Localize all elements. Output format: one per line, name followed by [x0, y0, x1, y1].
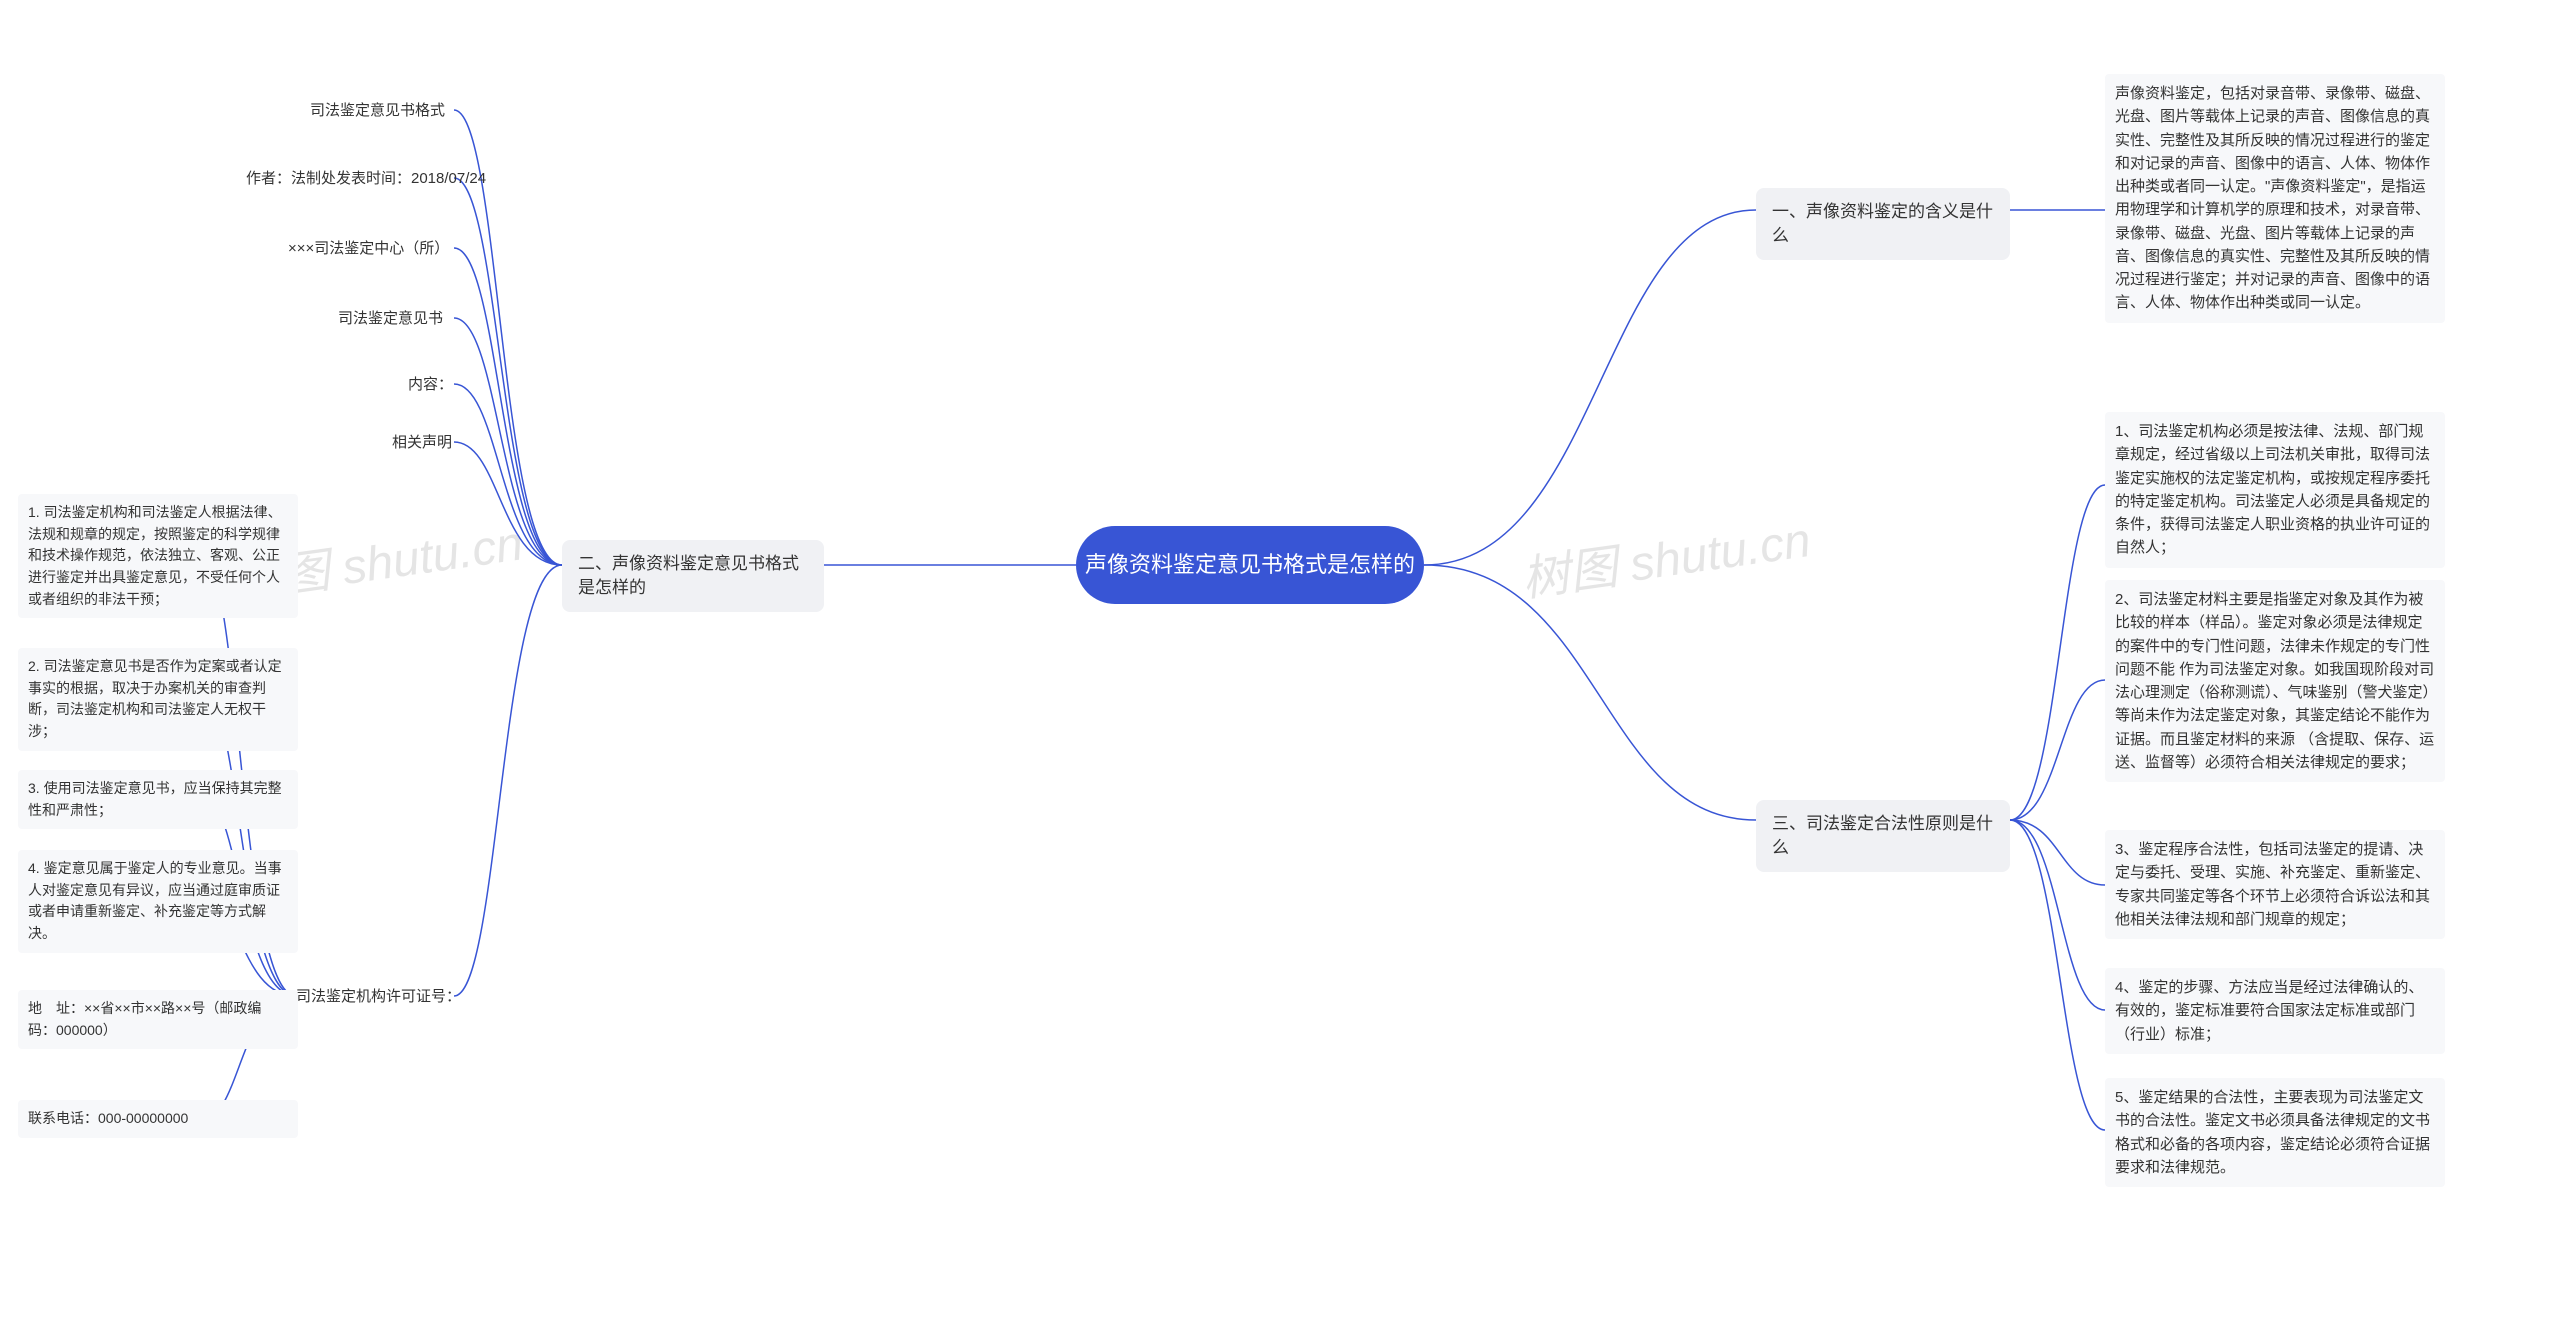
leaf-left-l1: 司法鉴定意见书格式	[310, 100, 445, 121]
leaf-text: 地 址：××省××市××路××号（邮政编码：000000）	[28, 1000, 261, 1038]
leaf-text: 4、鉴定的步骤、方法应当是经过法律确认的、有效的，鉴定标准要符合国家法定标准或部…	[2115, 979, 2423, 1043]
leaf-text: 3、鉴定程序合法性，包括司法鉴定的提请、决定与委托、受理、实施、补充鉴定、重新鉴…	[2115, 841, 2430, 928]
leaf-left-l10: 4. 鉴定意见属于鉴定人的专业意见。当事人对鉴定意见有异议，应当通过庭审质证或者…	[18, 850, 298, 953]
leaf-left-l7: 1. 司法鉴定机构和司法鉴定人根据法律、法规和规章的规定，按照鉴定的科学规律和技…	[18, 494, 298, 618]
branch-title: 二、声像资料鉴定意见书格式是怎样的	[578, 554, 799, 597]
leaf-left-l11: 地 址：××省××市××路××号（邮政编码：000000）	[18, 990, 298, 1049]
leaf-text: 3. 使用司法鉴定意见书，应当保持其完整性和严肃性；	[28, 780, 282, 818]
leaf-text: 联系电话：000-00000000	[28, 1110, 188, 1126]
leaf-right-3-5: 5、鉴定结果的合法性，主要表现为司法鉴定文书的合法性。鉴定文书必须具备法律规定的…	[2105, 1078, 2445, 1187]
center-title: 声像资料鉴定意见书格式是怎样的	[1085, 550, 1415, 581]
leaf-text: 1. 司法鉴定机构和司法鉴定人根据法律、法规和规章的规定，按照鉴定的科学规律和技…	[28, 504, 282, 607]
leaf-left-l6: 相关声明	[392, 432, 452, 453]
leaf-left-l13: 司法鉴定机构许可证号：	[296, 986, 461, 1007]
leaf-text: 2、司法鉴定材料主要是指鉴定对象及其作为被比较的样本（样品）。鉴定对象必须是法律…	[2115, 591, 2434, 771]
leaf-text: 4. 鉴定意见属于鉴定人的专业意见。当事人对鉴定意见有异议，应当通过庭审质证或者…	[28, 860, 282, 941]
leaf-text: 1、司法鉴定机构必须是按法律、法规、部门规章规定，经过省级以上司法机关审批，取得…	[2115, 423, 2430, 556]
leaf-text: 5、鉴定结果的合法性，主要表现为司法鉴定文书的合法性。鉴定文书必须具备法律规定的…	[2115, 1089, 2430, 1176]
branch-right-1: 一、声像资料鉴定的含义是什么	[1756, 188, 2010, 260]
branch-left-2: 二、声像资料鉴定意见书格式是怎样的	[562, 540, 824, 612]
leaf-right-3-3: 3、鉴定程序合法性，包括司法鉴定的提请、决定与委托、受理、实施、补充鉴定、重新鉴…	[2105, 830, 2445, 939]
leaf-left-l9: 3. 使用司法鉴定意见书，应当保持其完整性和严肃性；	[18, 770, 298, 829]
leaf-right-3-2: 2、司法鉴定材料主要是指鉴定对象及其作为被比较的样本（样品）。鉴定对象必须是法律…	[2105, 580, 2445, 782]
leaf-right-3-4: 4、鉴定的步骤、方法应当是经过法律确认的、有效的，鉴定标准要符合国家法定标准或部…	[2105, 968, 2445, 1054]
leaf-left-l3: ×××司法鉴定中心（所）	[288, 238, 449, 259]
center-node: 声像资料鉴定意见书格式是怎样的	[1076, 526, 1424, 604]
leaf-right-1-content: 声像资料鉴定，包括对录音带、录像带、磁盘、光盘、图片等载体上记录的声音、图像信息…	[2105, 74, 2445, 323]
branch-title: 三、司法鉴定合法性原则是什么	[1772, 814, 1993, 857]
branch-title: 一、声像资料鉴定的含义是什么	[1772, 202, 1993, 245]
leaf-left-l5: 内容：	[408, 374, 453, 395]
leaf-left-l8: 2. 司法鉴定意见书是否作为定案或者认定事实的根据，取决于办案机关的审查判断，司…	[18, 648, 298, 751]
leaf-text: 声像资料鉴定，包括对录音带、录像带、磁盘、光盘、图片等载体上记录的声音、图像信息…	[2115, 85, 2430, 311]
leaf-right-3-1: 1、司法鉴定机构必须是按法律、法规、部门规章规定，经过省级以上司法机关审批，取得…	[2105, 412, 2445, 568]
leaf-text: 2. 司法鉴定意见书是否作为定案或者认定事实的根据，取决于办案机关的审查判断，司…	[28, 658, 282, 739]
leaf-left-l2: 作者：法制处发表时间：2018/07/24	[246, 168, 486, 189]
branch-right-3: 三、司法鉴定合法性原则是什么	[1756, 800, 2010, 872]
leaf-left-l4: 司法鉴定意见书	[338, 308, 443, 329]
leaf-left-l12: 联系电话：000-00000000	[18, 1100, 298, 1138]
